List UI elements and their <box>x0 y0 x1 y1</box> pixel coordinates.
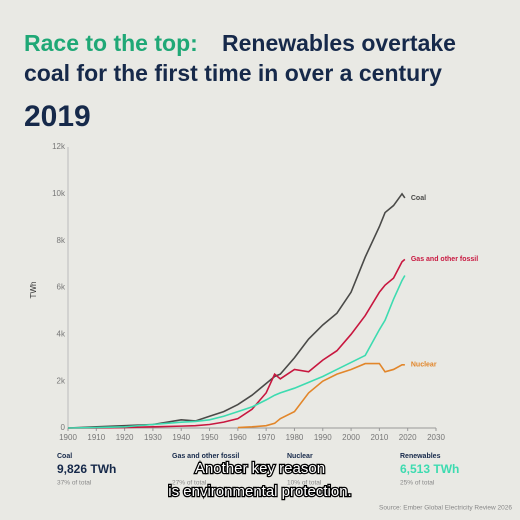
summary-share: 37% of total <box>57 480 92 487</box>
summary-name: Nuclear <box>287 453 313 460</box>
series-line <box>68 258 406 429</box>
y-label: TWh <box>29 282 38 299</box>
x-tick-label: 1910 <box>87 433 105 442</box>
series-line <box>67 275 406 429</box>
line-label: Gas and other fossil <box>411 256 478 263</box>
y-tick-label: 4k <box>57 329 66 338</box>
y-tick-label: 2k <box>57 376 66 385</box>
y-tick-label: 0 <box>61 423 66 432</box>
summary-share: 27% of total <box>172 480 207 487</box>
series-line <box>237 362 405 429</box>
series-line <box>67 192 406 429</box>
caption: Another key reason <box>195 460 325 477</box>
y-tick-label: 6k <box>57 283 66 292</box>
title: Renewables overtake <box>222 30 456 56</box>
y-tick-label: 8k <box>57 236 66 245</box>
x-tick-label: 1990 <box>314 433 332 442</box>
title-highlight: Race to the top: <box>24 30 198 56</box>
summary-value: 9,826 TWh <box>57 462 116 476</box>
source: Source: Ember Global Electricity Review … <box>379 505 512 512</box>
summary-share: 25% of total <box>400 480 435 487</box>
year: 2019 <box>24 100 91 133</box>
x-tick-label: 1920 <box>116 433 134 442</box>
y-tick-label: 12k <box>52 142 66 151</box>
x-tick-label: 1940 <box>172 433 190 442</box>
x-tick-label: 1900 <box>59 433 77 442</box>
line-label: Nuclear <box>411 362 437 369</box>
x-tick-label: 2000 <box>342 433 360 442</box>
x-tick-label: 1980 <box>286 433 304 442</box>
summary-name: Renewables <box>400 453 441 460</box>
summary-share: 10% of total <box>287 480 322 487</box>
x-tick-label: 2020 <box>399 433 417 442</box>
line-label: Coal <box>411 195 426 202</box>
summary-name: Gas and other fossil <box>172 453 239 460</box>
x-tick-label: 1970 <box>257 433 275 442</box>
title-line2: coal for the first time in over a centur… <box>24 60 442 86</box>
x-tick-label: 1930 <box>144 433 162 442</box>
x-tick-label: 2010 <box>370 433 388 442</box>
summary-name: Coal <box>57 453 72 460</box>
x-tick-label: 1950 <box>201 433 219 442</box>
summary-value: 6,513 TWh <box>400 462 459 476</box>
x-tick-label: 2030 <box>427 433 445 442</box>
caption: is environmental protection. <box>168 483 351 500</box>
y-tick-label: 10k <box>52 189 66 198</box>
x-tick-label: 1960 <box>229 433 247 442</box>
